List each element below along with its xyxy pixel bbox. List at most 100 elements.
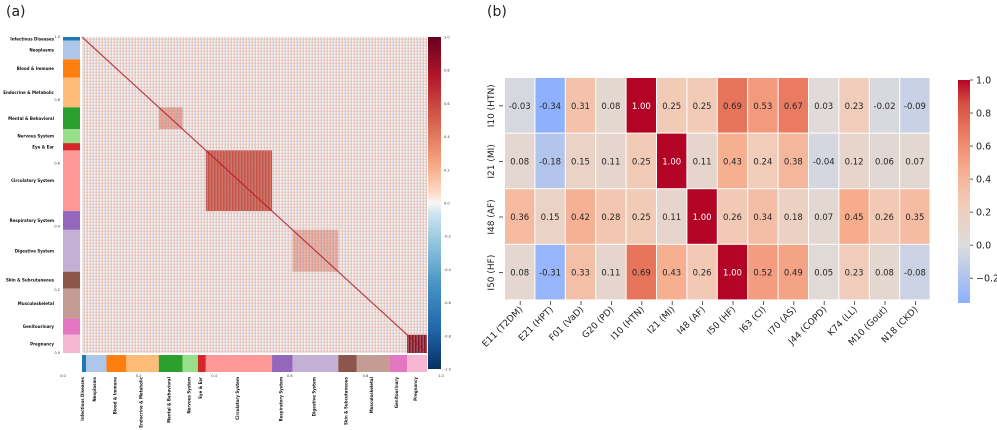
heatmap-b-cell: [687, 78, 717, 133]
heatmap-b-cell-label: 1.00: [662, 157, 681, 167]
bottom-bar-digestive-system: [292, 355, 339, 372]
heatmap-b-cell: [535, 244, 565, 300]
left-bar-skin-subcutaneous: [63, 271, 80, 289]
heatmap-b-cell: [596, 189, 626, 244]
heatmap-b-cell-label: -0.31: [539, 269, 561, 279]
left-label-digestive-system: Digestive System: [15, 248, 54, 253]
colorbar-b: [958, 80, 970, 303]
bottom-bar-endocrine-metabolic: [126, 355, 159, 372]
row-label-i48-af: I48 (AF): [487, 199, 497, 234]
left-label-circulatory-system: Circulatory System: [11, 178, 54, 183]
heatmap-b-cell-label: 0.34: [753, 213, 772, 223]
heatmap-b-cell: [839, 133, 869, 189]
heatmap-b-cell-label: -0.34: [539, 102, 561, 112]
heatmap-b-cell-label: 1.00: [693, 213, 712, 223]
left-bar-respiratory-system: [63, 211, 80, 230]
row-label-i50-hf: I50 (HF): [487, 255, 497, 291]
left-bar-genitourinary: [63, 318, 80, 335]
bottom-bar-respiratory-system: [272, 355, 293, 372]
heatmap-b-cell-label: 0.24: [753, 157, 772, 167]
left-bar-pregnancy: [63, 334, 80, 353]
heatmap-b-cell: [839, 189, 869, 244]
left-label-respiratory-system: Respiratory System: [10, 218, 54, 223]
heatmap-b-cell: [657, 78, 687, 133]
heatmap-b-cell: [717, 133, 748, 189]
left-bar-musculoskeletal: [63, 288, 80, 319]
panel-b-heatmap: -0.03 -0.34 0.31 0.08 1.00 0.25 0.25 0.69 0.53 0.…: [481, 76, 997, 350]
heatmap-b-cell-label: 0.49: [784, 269, 803, 279]
left-bar-circulatory-system: [63, 150, 80, 212]
heatmap-b-cell: [778, 189, 808, 244]
bottom-bar-nervous-system: [182, 355, 198, 372]
bottom-label-blood-immune: Blood & Immune: [112, 377, 117, 415]
colorbar-b-ticks: 1.0 0.8 0.6 0.4 0.2 0.0 −0.2: [970, 76, 997, 285]
heatmap-b-cell-label: 0.31: [571, 102, 590, 112]
heatmap-b-cell-label: 0.25: [693, 102, 712, 112]
left-label-blood-immune: Blood & Immune: [17, 66, 55, 71]
left-label-genitourinary: Genitourinary: [23, 324, 55, 329]
left-label-skin-subcutaneous: Skin & Subcutaneous: [6, 278, 55, 283]
heatmap-b-cell-label: -0.18: [539, 157, 561, 167]
heatmap-b-cell: [809, 78, 839, 133]
heatmap-b-cell-label: -0.03: [509, 102, 531, 112]
heatmap-b-cell-label: 0.06: [875, 157, 894, 167]
bottom-bar-blood-immune: [106, 355, 127, 372]
row-label-i10-htn: I10 (HTN): [487, 84, 497, 127]
left-axis-tick: 0.4: [54, 225, 60, 229]
heatmap-b-cell-label: 1.00: [632, 102, 651, 112]
bottom-axis-tick: 0.6: [287, 374, 293, 378]
heatmap-b-cell: [596, 244, 626, 300]
heatmap-b-cell-label: 0.18: [784, 213, 803, 223]
heatmap-a-diagonal: [81, 36, 428, 354]
left-bar-nervous-system: [63, 129, 80, 144]
left-axis-tick: 0.8: [54, 98, 60, 102]
bottom-label-skin-subcutaneous: Skin & Subcutaneous: [344, 376, 349, 425]
bottom-label-circulatory-system: Circulatory System: [235, 377, 240, 420]
bottom-bar-pregnancy: [407, 355, 427, 372]
left-axis-tick: 0.2: [54, 288, 60, 292]
heatmap-b-cell-label: 1.00: [723, 269, 742, 279]
panel-a-heatmap: Infectious Diseases Neoplasms Blood & Immu…: [3, 35, 451, 428]
row-label-i21-mi: I21 (MI): [487, 144, 497, 178]
panel-b-label: (b): [487, 4, 507, 20]
heatmap-b-cell: [626, 78, 656, 133]
bottom-label-endocrine-metabolic: Endocrine & Metabolic: [139, 376, 144, 427]
heatmap-b-cell: [596, 133, 626, 189]
heatmap-b-cell-label: 0.08: [601, 102, 620, 112]
colorbar-b-tick: −0.2: [976, 274, 997, 285]
bottom-label-respiratory-system: Respiratory System: [278, 377, 283, 421]
left-axis-tick: 1.0: [54, 35, 60, 39]
heatmap-b-cell: [900, 244, 930, 300]
bottom-bar-mental-behavioral: [158, 355, 183, 372]
heatmap-b-cell-label: 0.07: [905, 157, 924, 167]
heatmap-b-cell: [565, 189, 596, 244]
left-category-bar: [63, 37, 80, 353]
left-bar-endocrine-metabolic: [63, 77, 80, 108]
heatmap-b-cell-label: 0.07: [814, 213, 833, 223]
heatmap-b-row-labels: I10 (HTN) I21 (MI) I48 (AF) I50 (HF): [487, 84, 503, 291]
heatmap-b-cell: [809, 133, 839, 189]
left-label-pregnancy: Pregnancy: [30, 341, 54, 346]
heatmap-b-cell-label: 0.15: [541, 213, 560, 223]
heatmap-b-cell: [717, 78, 748, 133]
heatmap-b-cell: [778, 133, 808, 189]
heatmap-b-cell-label: 0.43: [723, 157, 742, 167]
heatmap-b-cell-label: -0.02: [874, 102, 896, 112]
bottom-axis-tick: 0.0: [60, 374, 66, 378]
heatmap-b-cell: [626, 189, 656, 244]
column-label-e11-t2dm: E11 (T2DM): [481, 305, 526, 350]
heatmap-b-cell-label: 0.15: [571, 157, 590, 167]
heatmap-b-cell-label: -0.09: [904, 102, 926, 112]
heatmap-b-cell-label: 0.26: [723, 213, 742, 223]
colorbar-b-tick: 0.6: [976, 142, 991, 153]
heatmap-b-cell: [687, 133, 717, 189]
colorbar-b-tick: 1.0: [976, 76, 991, 87]
heatmap-b-cell-label: 0.08: [510, 157, 529, 167]
heatmap-b-cell: [869, 133, 900, 189]
bottom-bar-eye-ear: [197, 355, 206, 372]
left-label-mental-behavioral: Mental & Behavioral: [8, 116, 55, 121]
heatmap-b-cell: [535, 189, 565, 244]
heatmap-b-cell: [565, 78, 596, 133]
heatmap-b-cell: [869, 78, 900, 133]
